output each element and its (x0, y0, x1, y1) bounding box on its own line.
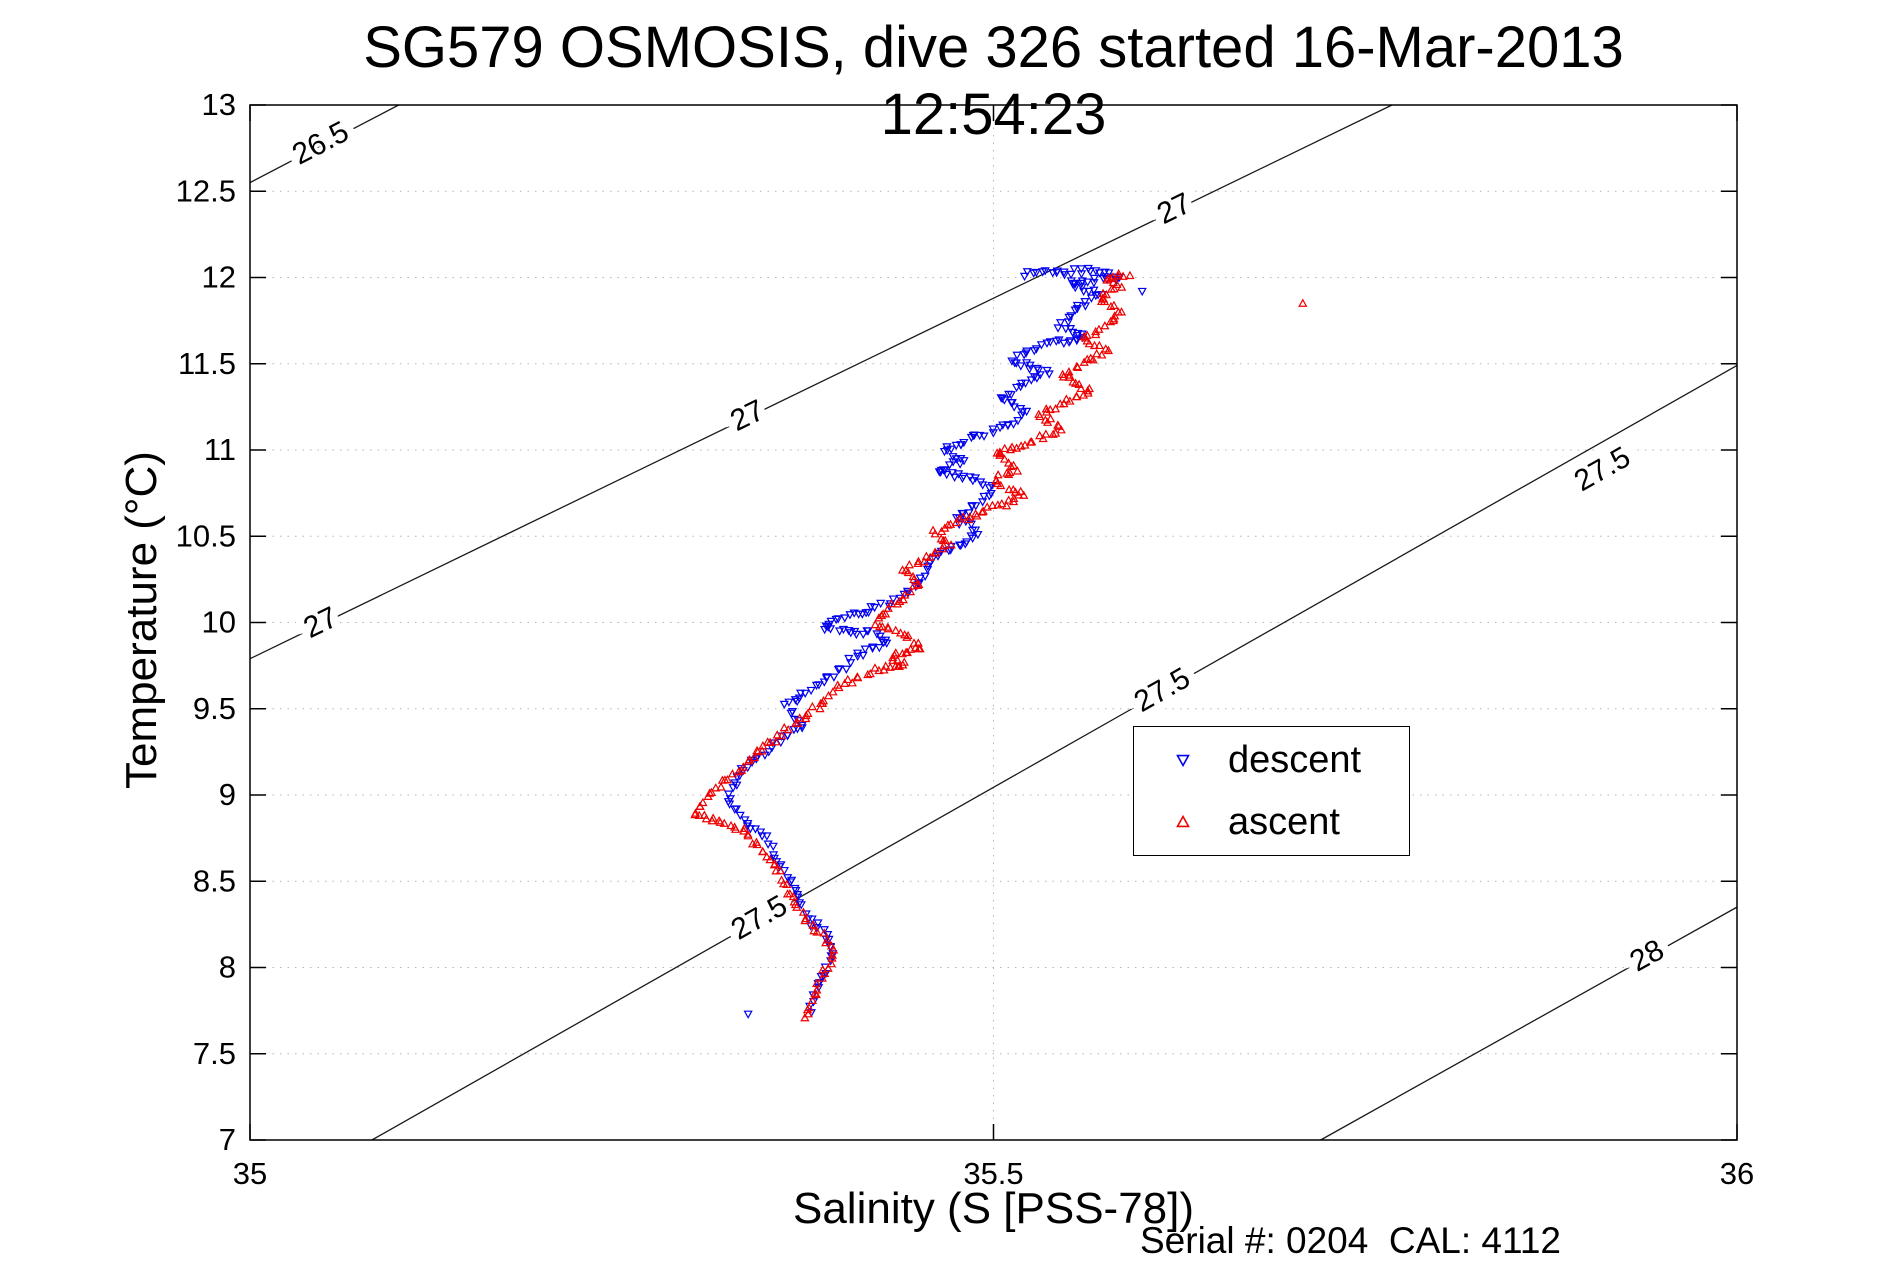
y-tick-label: 7 (219, 1122, 236, 1157)
contour-label: 27.5 (726, 889, 793, 947)
x-axis-label: Salinity (S [PSS-78]) (792, 1184, 1195, 1233)
legend-label-descent: descent (1228, 738, 1362, 781)
contour-label: 28 (1624, 933, 1669, 978)
y-tick-label: 7.5 (193, 1036, 236, 1071)
y-tick-label: 11 (204, 432, 236, 467)
contour-label: 27 (725, 394, 769, 438)
x-tick-label: 35.5 (963, 1156, 1023, 1191)
ascent-marker-icon (1176, 814, 1190, 828)
y-tick-label: 10.5 (176, 518, 236, 553)
contour-label: 27 (298, 601, 342, 645)
y-tick-label: 12 (202, 260, 236, 295)
series-descent (723, 264, 1147, 1019)
y-tick-label: 10 (202, 605, 236, 640)
chart-title: SG579 OSMOSIS, dive 326 started 16-Mar-2… (363, 15, 1624, 147)
axis-ticks (249, 104, 1738, 1141)
legend-entry-ascent: ascent (1134, 791, 1409, 853)
contour-label: 27.5 (1569, 441, 1636, 499)
serial-caption: Serial #: 0204 CAL: 4112 (1140, 1220, 1561, 1261)
x-tick-label: 35 (233, 1156, 267, 1191)
y-tick-label: 9 (219, 777, 236, 812)
x-tick-label: 36 (1720, 1156, 1754, 1191)
contour-label: 27 (1152, 187, 1196, 231)
contour-label: 27.5 (1129, 661, 1196, 719)
y-tick-label: 13 (202, 87, 236, 122)
y-tick-label: 11.5 (178, 346, 236, 381)
y-tick-label: 8.5 (193, 863, 236, 898)
y-axis-label: Temperature (°C) (117, 451, 166, 789)
legend: descent ascent (1133, 726, 1410, 856)
series-ascent (690, 269, 1308, 1022)
legend-label-ascent: ascent (1228, 800, 1340, 843)
legend-entry-descent: descent (1134, 729, 1409, 791)
grid-lines (250, 105, 1737, 1140)
y-tick-label: 12.5 (176, 173, 236, 208)
descent-marker-icon (1176, 754, 1190, 768)
y-tick-label: 8 (219, 950, 236, 985)
y-tick-label: 9.5 (193, 691, 236, 726)
